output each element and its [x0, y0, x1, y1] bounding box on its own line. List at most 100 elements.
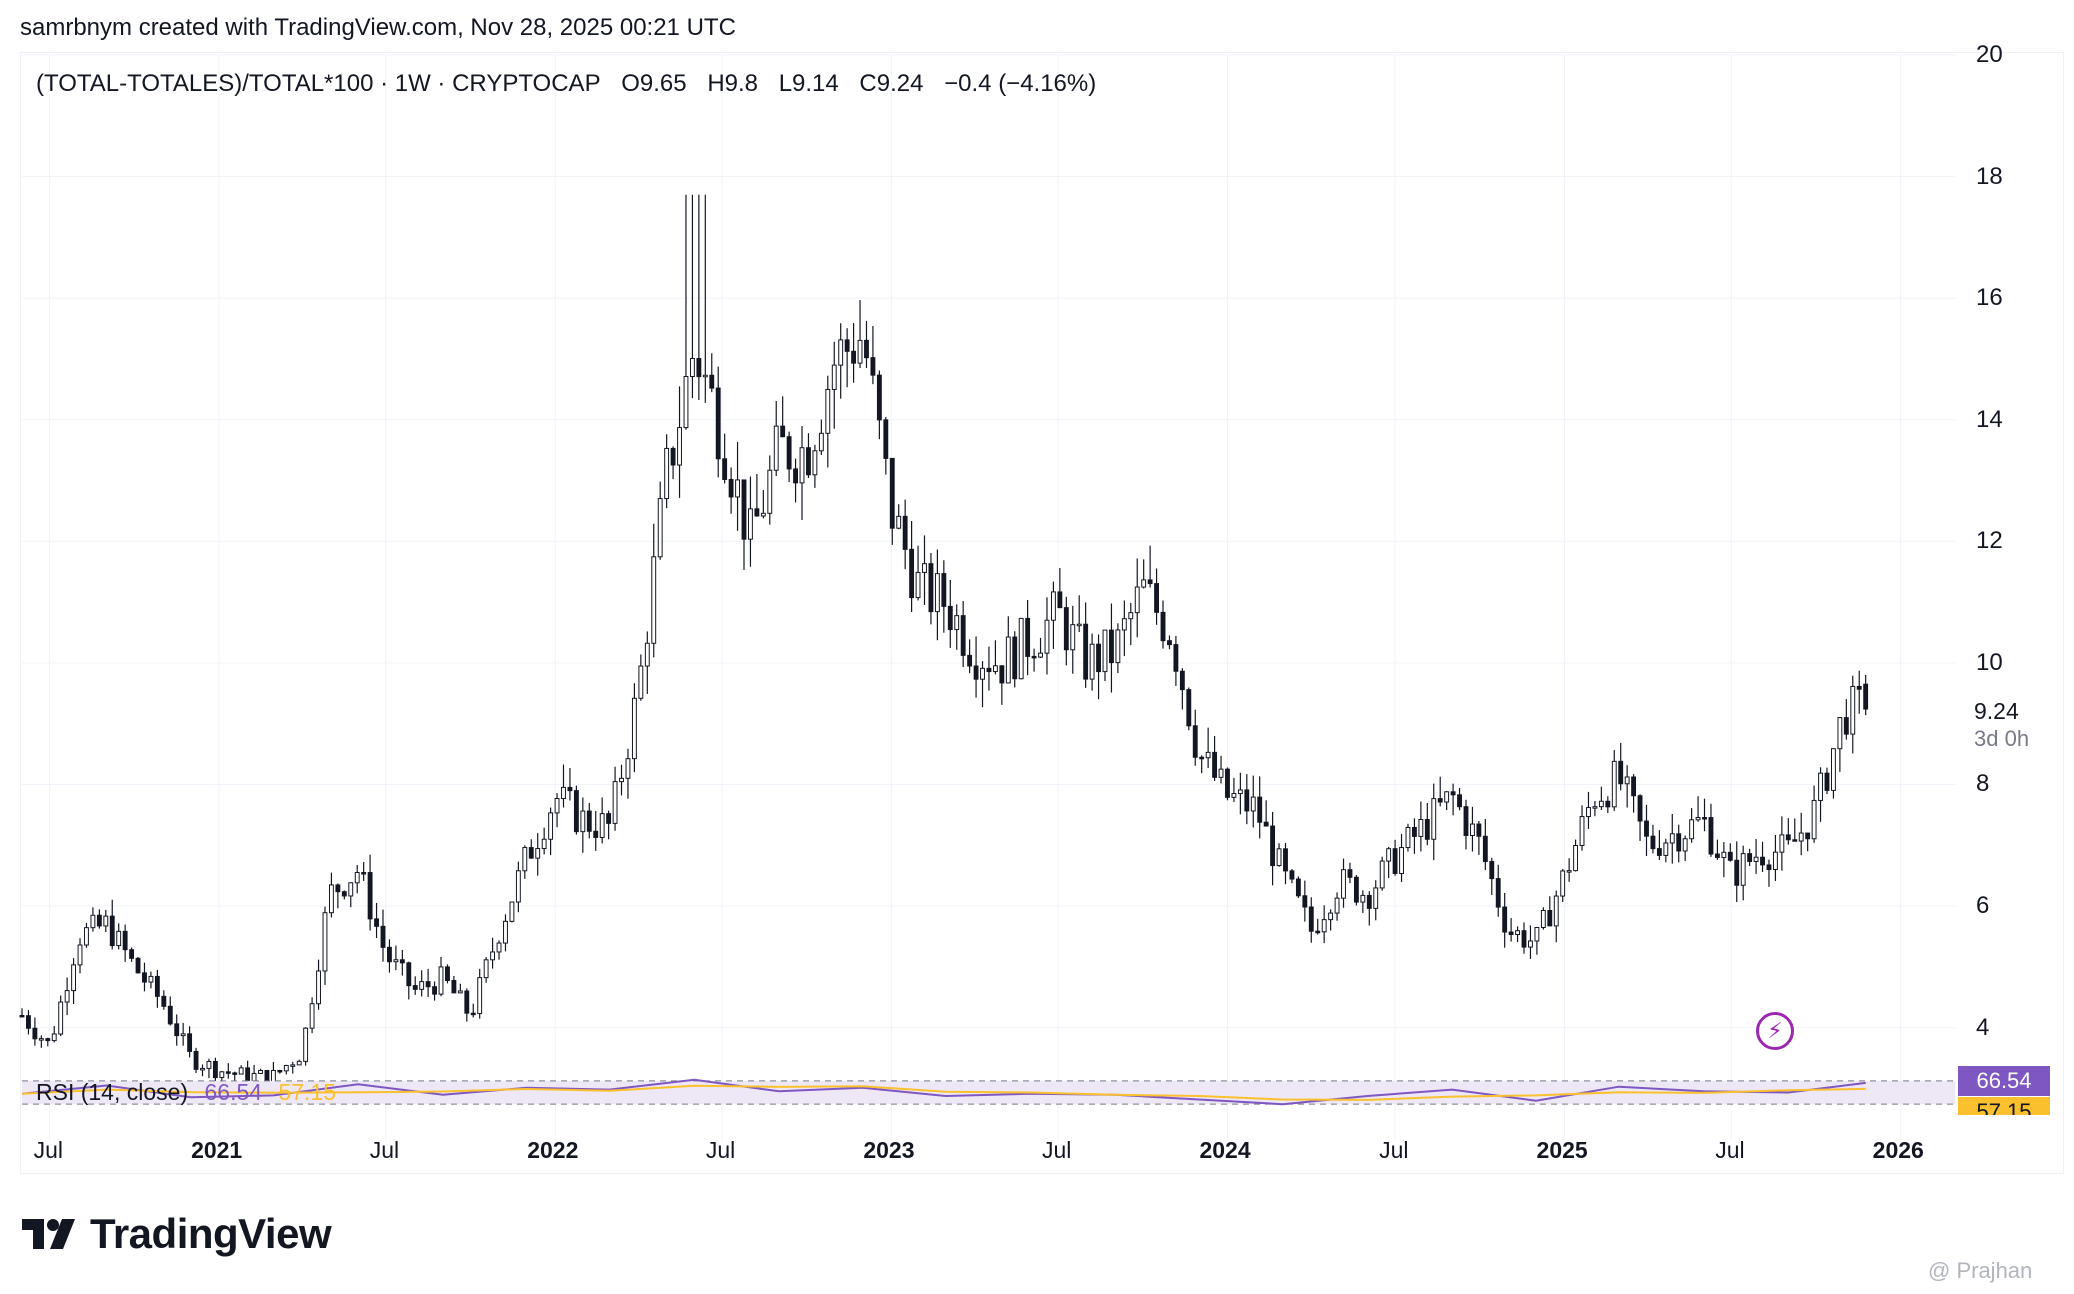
candle-body [219, 1071, 225, 1079]
candle-body [1225, 768, 1230, 798]
price-tick-label: 8 [1976, 770, 1990, 798]
candle-body [1644, 820, 1649, 837]
candle-body [1192, 725, 1198, 758]
candle-body [1347, 869, 1353, 878]
candle-body [1115, 629, 1121, 664]
candle-body [786, 436, 792, 470]
candle-body [928, 563, 934, 613]
candle-body [148, 975, 154, 983]
candle-body [1818, 772, 1823, 801]
candle-body [1012, 636, 1018, 680]
time-tick-label: Jul [33, 1137, 64, 1163]
candle-body [1405, 827, 1411, 849]
candle-body [212, 1060, 218, 1079]
candle-body [1605, 800, 1611, 808]
candle-body [973, 665, 979, 680]
candle-body [644, 642, 650, 667]
candle-body [161, 995, 167, 1007]
candle-body [399, 959, 405, 964]
candle-body [1579, 816, 1585, 847]
candle-body [1611, 760, 1617, 808]
candle-body [535, 848, 541, 859]
candle-body [754, 508, 760, 517]
candle-body [232, 1072, 238, 1075]
candle-body [889, 457, 895, 529]
candle-body [1386, 848, 1392, 862]
candle-body [670, 447, 676, 466]
candle-body [1199, 756, 1205, 760]
candle-body [1592, 806, 1598, 809]
candle-body [135, 957, 141, 974]
candle-body [1315, 930, 1321, 934]
candle-body [1586, 807, 1591, 818]
candle-body [883, 419, 889, 459]
candle-body [258, 1069, 263, 1074]
candle-body [470, 1012, 476, 1016]
candle-body [374, 918, 379, 927]
candle-body [341, 891, 347, 897]
candle-body [483, 959, 489, 979]
candle-body [567, 786, 573, 792]
candle-body [1631, 776, 1637, 797]
candle-body [432, 986, 438, 995]
candle-body [1302, 895, 1308, 908]
candle-body [1063, 607, 1069, 651]
candle-body [1831, 748, 1836, 791]
ohlc-high: H9.8 [707, 70, 759, 97]
candle-body [187, 1033, 193, 1052]
candle-body [1231, 793, 1237, 798]
candle-body [367, 872, 373, 920]
candle-body [361, 872, 367, 875]
time-tick-label: 2023 [863, 1137, 915, 1163]
candle-body [1218, 768, 1224, 778]
candle-body [496, 942, 502, 953]
candle-body [1508, 931, 1514, 936]
rsi-axis-tag: 66.54 [1958, 1066, 2050, 1096]
candle-body [1553, 895, 1559, 927]
candle-body [1534, 927, 1540, 942]
candle-body [1360, 894, 1366, 903]
rsi-title[interactable]: RSI (14, close) [36, 1079, 189, 1105]
candle-body [812, 450, 818, 476]
candle-body [509, 901, 515, 922]
candle-body [1328, 912, 1334, 921]
candle-body [1618, 760, 1624, 785]
candle-body [316, 970, 321, 1005]
rsi-ma-axis-tag: 57.15 [1958, 1097, 2050, 1115]
candle-body [1437, 798, 1443, 803]
symbol-name[interactable]: (TOTAL-TOTALES)/TOTAL*100 · 1W · CRYPTOC… [36, 70, 601, 97]
candle-body [122, 930, 128, 951]
candle-body [1727, 851, 1733, 861]
candle-body [780, 425, 786, 438]
time-tick-label: 2022 [527, 1137, 579, 1163]
chart-frame[interactable] [20, 52, 2064, 1174]
candle-body [580, 810, 586, 833]
candle-body [793, 468, 799, 484]
candle-body [412, 985, 418, 990]
candle-body [599, 813, 605, 838]
ohlc-open: O9.65 [621, 70, 687, 97]
lightning-icon[interactable]: ⚡ [1756, 1012, 1794, 1050]
candle-body [1373, 887, 1379, 909]
candle-body [1179, 670, 1185, 691]
candle-body [541, 838, 547, 850]
time-tick-label: 2026 [1872, 1137, 1924, 1163]
rsi-ma-value: 57.15 [278, 1079, 337, 1105]
candle-body [1528, 940, 1533, 948]
candle-body [1470, 823, 1475, 836]
candle-body [1798, 832, 1804, 842]
tradingview-logo[interactable]: TradingView [22, 1210, 332, 1258]
time-tick-label: 2025 [1536, 1137, 1588, 1163]
candle-body [425, 981, 431, 988]
candle-body [1089, 643, 1095, 680]
candle-body [715, 387, 721, 460]
candle-body [825, 388, 831, 434]
candle-body [64, 990, 70, 1003]
candle-body [90, 914, 96, 929]
candle-body [451, 980, 457, 994]
candle-body [1540, 909, 1546, 929]
candle-body [1212, 751, 1218, 778]
candle-body [1560, 870, 1566, 897]
candle-body [1418, 818, 1424, 837]
